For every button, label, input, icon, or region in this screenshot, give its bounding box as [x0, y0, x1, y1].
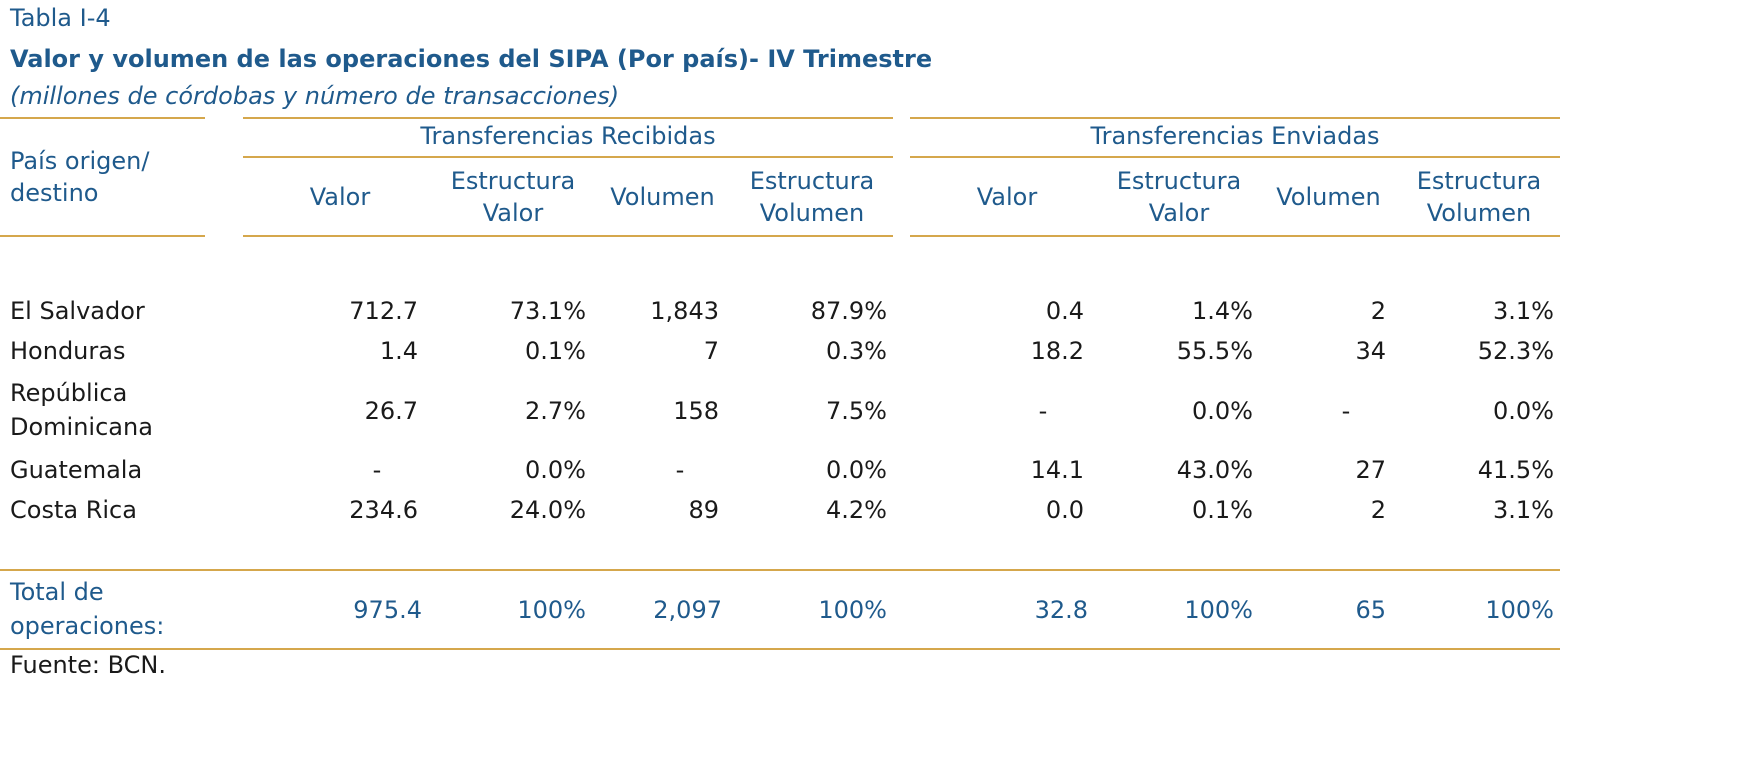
rule-total-top [0, 569, 1560, 571]
group-header-received: Transferencias Recibidas [420, 122, 716, 150]
cell-received-valor: 26.7 [364, 397, 418, 425]
rule-top-received [243, 117, 893, 119]
cell-received-est-vol: 4.2% [826, 496, 887, 524]
cell-received-volumen: 89 [688, 496, 719, 524]
rule-header-bottom-received [243, 235, 893, 237]
col-header-received-est-vol-2: Volumen [759, 199, 865, 227]
cell-received-est-vol: 7.5% [826, 397, 887, 425]
cell-received-valor: 234.6 [349, 496, 418, 524]
table-subtitle: (millones de córdobas y número de transa… [10, 82, 620, 110]
col-header-sent-est-valor-1: Estructura [1116, 167, 1242, 195]
row-country: El Salvador [10, 297, 145, 325]
cell-received-volumen: 7 [703, 337, 719, 365]
col-header-sent-est-valor-2: Valor [1148, 199, 1210, 227]
total-sent-est-valor: 100% [1184, 596, 1253, 624]
table-label: Tabla I-4 [10, 4, 111, 32]
col-header-received-est-valor-2: Valor [482, 199, 544, 227]
header-country-line2: destino [10, 179, 99, 207]
cell-sent-est-valor: 43.0% [1176, 456, 1253, 484]
cell-sent-est-vol: 3.1% [1493, 297, 1554, 325]
cell-received-est-valor: 0.1% [525, 337, 586, 365]
group-header-sent: Transferencias Enviadas [1090, 122, 1380, 150]
rule-under-sent [910, 156, 1560, 158]
total-received-valor: 975.4 [353, 596, 422, 624]
row-country-line1: República [10, 379, 128, 407]
total-received-volumen: 2,097 [653, 596, 722, 624]
cell-sent-est-vol: 52.3% [1477, 337, 1554, 365]
cell-sent-valor: 0.4 [1045, 297, 1084, 325]
cell-received-est-valor: 0.0% [525, 456, 586, 484]
cell-sent-est-valor: 0.0% [1192, 397, 1253, 425]
cell-received-valor: 712.7 [349, 297, 418, 325]
cell-sent-est-vol: 0.0% [1493, 397, 1554, 425]
cell-received-est-valor: 24.0% [509, 496, 586, 524]
cell-received-volumen: 158 [673, 397, 719, 425]
cell-sent-valor: 14.1 [1030, 456, 1084, 484]
cell-sent-valor: 0.0 [1045, 496, 1084, 524]
col-header-received-valor: Valor [309, 183, 371, 211]
cell-received-est-valor: 73.1% [509, 297, 586, 325]
cell-received-valor: - [372, 456, 382, 484]
cell-received-valor: 1.4 [379, 337, 418, 365]
row-country: Guatemala [10, 456, 143, 484]
total-sent-est-vol: 100% [1485, 596, 1554, 624]
cell-sent-valor: 18.2 [1030, 337, 1084, 365]
cell-sent-volumen: 34 [1355, 337, 1386, 365]
rule-top-sent [910, 117, 1560, 119]
rule-header-bottom-left [0, 235, 205, 237]
col-header-received-est-vol-1: Estructura [749, 167, 875, 195]
rule-top-left [0, 117, 205, 119]
total-label-line1: Total de [10, 578, 104, 606]
col-header-sent-est-vol-1: Estructura [1416, 167, 1542, 195]
table-title: Valor y volumen de las operaciones del S… [10, 45, 933, 73]
cell-sent-est-valor: 1.4% [1192, 297, 1253, 325]
cell-received-volumen: - [675, 456, 685, 484]
cell-sent-est-vol: 41.5% [1477, 456, 1554, 484]
cell-sent-est-vol: 3.1% [1493, 496, 1554, 524]
cell-received-est-vol: 0.3% [826, 337, 887, 365]
col-header-sent-valor: Valor [976, 183, 1038, 211]
col-header-received-volumen: Volumen [610, 183, 715, 211]
row-country-line2: Dominicana [10, 413, 153, 441]
col-header-received-est-valor-1: Estructura [450, 167, 576, 195]
total-sent-valor: 32.8 [1034, 596, 1088, 624]
total-sent-volumen: 65 [1355, 596, 1386, 624]
col-header-sent-est-vol-2: Volumen [1426, 199, 1532, 227]
cell-sent-est-valor: 55.5% [1176, 337, 1253, 365]
header-country-line1: País origen/ [10, 147, 150, 175]
rule-header-bottom-sent [910, 235, 1560, 237]
row-country: Costa Rica [10, 496, 137, 524]
source-note: Fuente: BCN. [10, 651, 166, 679]
cell-sent-est-valor: 0.1% [1192, 496, 1253, 524]
cell-sent-volumen: - [1341, 397, 1351, 425]
cell-sent-volumen: 27 [1355, 456, 1386, 484]
total-received-est-vol: 100% [818, 596, 887, 624]
cell-sent-volumen: 2 [1370, 496, 1386, 524]
cell-received-est-vol: 0.0% [826, 456, 887, 484]
row-country: Honduras [10, 337, 126, 365]
cell-received-est-vol: 87.9% [810, 297, 887, 325]
total-received-est-valor: 100% [517, 596, 586, 624]
total-label-line2: operaciones: [10, 612, 165, 640]
rule-under-received [243, 156, 893, 158]
cell-sent-valor: - [1038, 397, 1048, 425]
rule-total-bottom [0, 648, 1560, 650]
cell-sent-volumen: 2 [1370, 297, 1386, 325]
col-header-sent-volumen: Volumen [1276, 183, 1381, 211]
cell-received-volumen: 1,843 [650, 297, 719, 325]
cell-received-est-valor: 2.7% [525, 397, 586, 425]
